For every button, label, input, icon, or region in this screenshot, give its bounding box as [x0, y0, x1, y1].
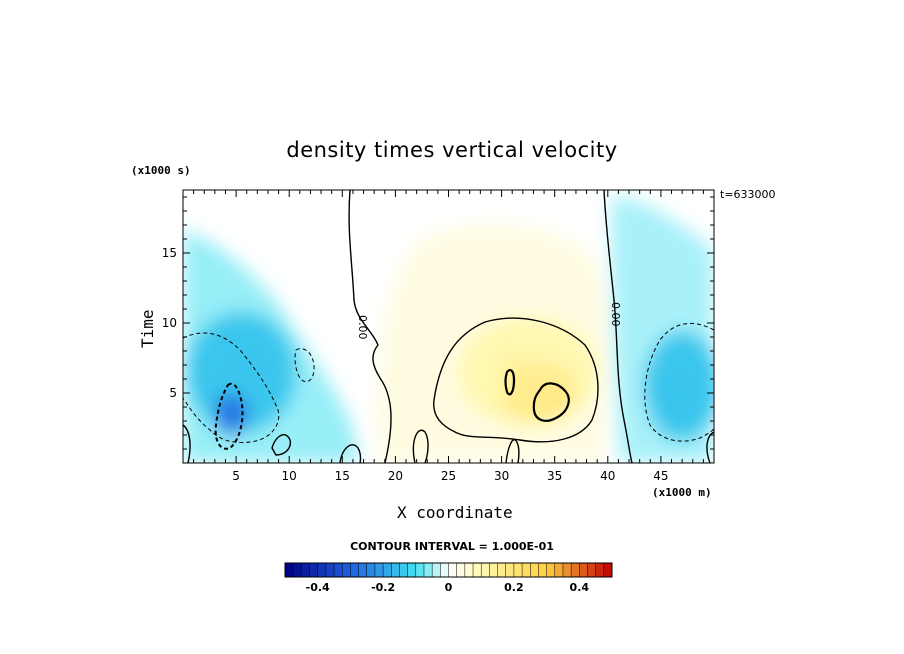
x-tick-label: 35: [547, 469, 562, 483]
colorbar-cell: [391, 563, 400, 577]
colorbar-cell: [301, 563, 310, 577]
x-unit-label: (x1000 m): [652, 486, 712, 499]
y-tick-label: 5: [169, 386, 177, 400]
chart-title: density times vertical velocity: [286, 138, 618, 162]
x-tick-label: 25: [441, 469, 456, 483]
colorbar-cell: [489, 563, 498, 577]
contour-interval-text: CONTOUR INTERVAL = 1.000E-01: [350, 540, 554, 553]
colorbar-tick-label: -0.2: [371, 581, 395, 594]
timestamp-label: t=633000: [720, 188, 776, 201]
colorbar-tick-label: 0.2: [504, 581, 524, 594]
colorbar-cell: [473, 563, 482, 577]
region-sample-1: [226, 404, 247, 424]
colorbar-cell: [334, 563, 343, 577]
contour-small-5: [183, 424, 191, 463]
pos-contour-0-2-east: [532, 382, 570, 422]
field-soft-layer: [183, 195, 714, 463]
colorbar-cell: [497, 563, 507, 577]
y-tick-label: 15: [162, 246, 177, 260]
colorbar-cell: [350, 563, 359, 577]
colorbar-cell: [325, 563, 335, 577]
colorbar-tick-label: 0: [445, 581, 453, 594]
colorbar-cell: [579, 563, 588, 577]
contour-small-4: [505, 439, 520, 463]
colorbar-cell: [440, 563, 449, 577]
x-tick-label: 20: [388, 469, 403, 483]
x-tick-label: 5: [232, 469, 240, 483]
contour-small-1: [412, 429, 429, 463]
y-tick-label: 10: [162, 316, 177, 330]
region-sample-4: [544, 390, 565, 410]
pos-contour-0-2-west: [504, 369, 516, 396]
colorbar-cell: [448, 563, 457, 577]
colorbar-cell: [317, 563, 327, 577]
neg-contour-west-small: [294, 348, 315, 383]
colorbar-cell: [481, 563, 490, 577]
colorbar-tick-label: 0.4: [570, 581, 590, 594]
colorbar-cell: [530, 563, 539, 577]
colorbar-cell: [423, 563, 433, 577]
x-tick-label: 45: [653, 469, 668, 483]
colorbar-cell: [513, 563, 523, 577]
contour-small-6: [706, 431, 714, 463]
colorbar-cell: [546, 563, 556, 577]
colorbar-cell: [342, 563, 351, 577]
colorbar-cell: [285, 563, 294, 577]
contour-value-label: 0.00: [609, 302, 622, 327]
colorbar-cell: [505, 563, 515, 577]
colorbar-cell: [383, 563, 392, 577]
colorbar-cell: [309, 563, 318, 577]
colorbar-cell: [366, 563, 376, 577]
x-axis-label: X coordinate: [397, 503, 513, 522]
x-tick-label: 30: [494, 469, 509, 483]
colorbar-cell: [432, 563, 441, 577]
plot-axes: 5 10 15 20 25 30 35 40 45 5 10 15: [162, 189, 715, 483]
colorbar-cell: [595, 563, 605, 577]
zero-contour-west: [348, 190, 392, 463]
colorbar-cell: [456, 563, 466, 577]
colorbar-cell: [522, 563, 531, 577]
colorbar: -0.4 -0.2 0 0.2 0.4: [284, 562, 613, 594]
colorbar-cell: [464, 563, 474, 577]
colorbar-cell: [399, 563, 408, 577]
region-sample-2: [672, 383, 693, 403]
colorbar-cell: [562, 563, 572, 577]
region-sample-3: [502, 355, 523, 375]
colorbar-cell: [415, 563, 425, 577]
contour-small-3: [271, 434, 292, 456]
x-tick-label: 40: [600, 469, 615, 483]
colorbar-cell: [571, 563, 580, 577]
region-sample-0: [236, 355, 257, 375]
neg-contour-west-0-2: [214, 382, 244, 450]
pos-contour-0-1: [433, 317, 599, 443]
contour-lines: 0.00 0.00: [183, 190, 714, 463]
colorbar-tick-label: -0.4: [306, 581, 330, 594]
colorbar-cell: [374, 563, 384, 577]
colorbar-cell: [407, 563, 417, 577]
neg-contour-west-0-1: [183, 332, 280, 443]
colorbar-cell: [358, 563, 368, 577]
neg-contour-east-0-1: [644, 322, 714, 442]
colorbar-frame: [284, 562, 613, 578]
colorbar-cell: [293, 563, 302, 577]
field-shading: [183, 190, 714, 463]
colorbar-cell: [587, 563, 596, 577]
x-tick-label: 15: [335, 469, 350, 483]
zero-contour-east: [603, 190, 633, 463]
colorbar-cell: [554, 563, 564, 577]
colorbar-cell: [538, 563, 547, 577]
x-tick-label: 10: [282, 469, 297, 483]
y-unit-label: (x1000 s): [131, 164, 191, 177]
colorbar-cell: [603, 563, 613, 577]
contour-small-2: [339, 444, 362, 463]
contour-value-label-west: 0.00: [356, 315, 369, 340]
